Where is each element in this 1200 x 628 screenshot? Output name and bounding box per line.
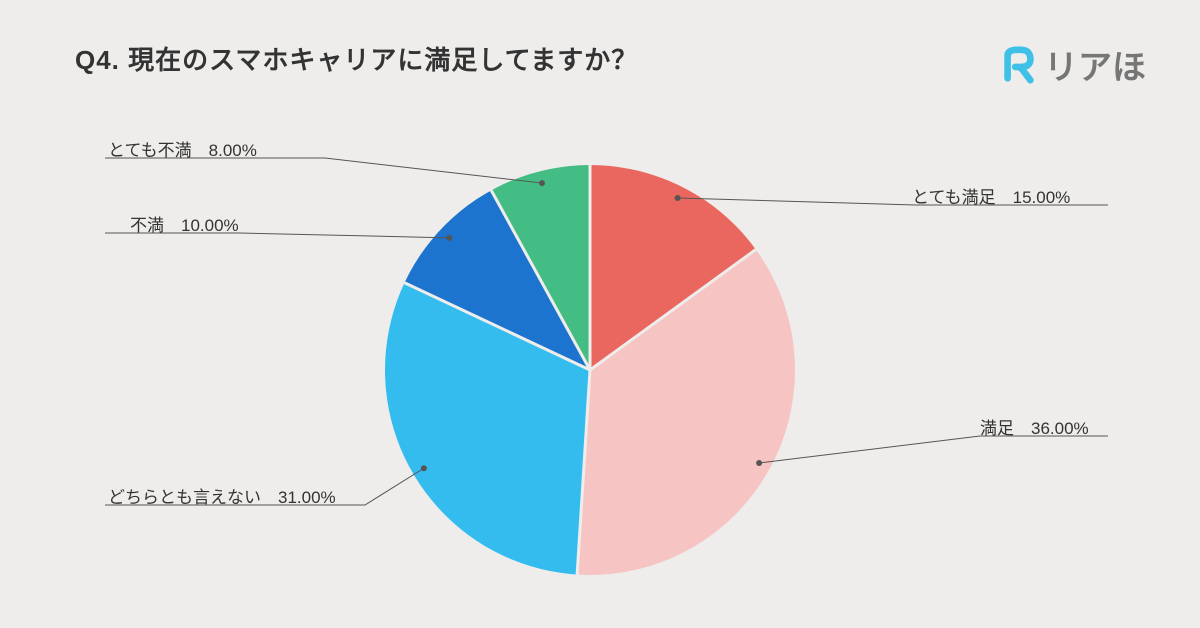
brand-r-icon (1000, 46, 1038, 84)
chart-title: Q4. 現在のスマホキャリアに満足してますか？ (75, 40, 638, 77)
slice-label: 不満 10.00% (130, 211, 239, 236)
pie-chart (385, 165, 795, 575)
brand-text: リアほ (1044, 40, 1146, 89)
slice-label: どちらとも言えない 31.00% (108, 483, 336, 508)
slice-label: 満足 36.00% (980, 414, 1089, 439)
brand-logo: リアほ (1000, 40, 1146, 89)
chart-canvas: { "canvas": { "width": 1200, "height": 6… (0, 0, 1200, 628)
slice-label: とても満足 15.00% (912, 183, 1070, 208)
slice-label: とても不満 8.00% (108, 136, 257, 161)
